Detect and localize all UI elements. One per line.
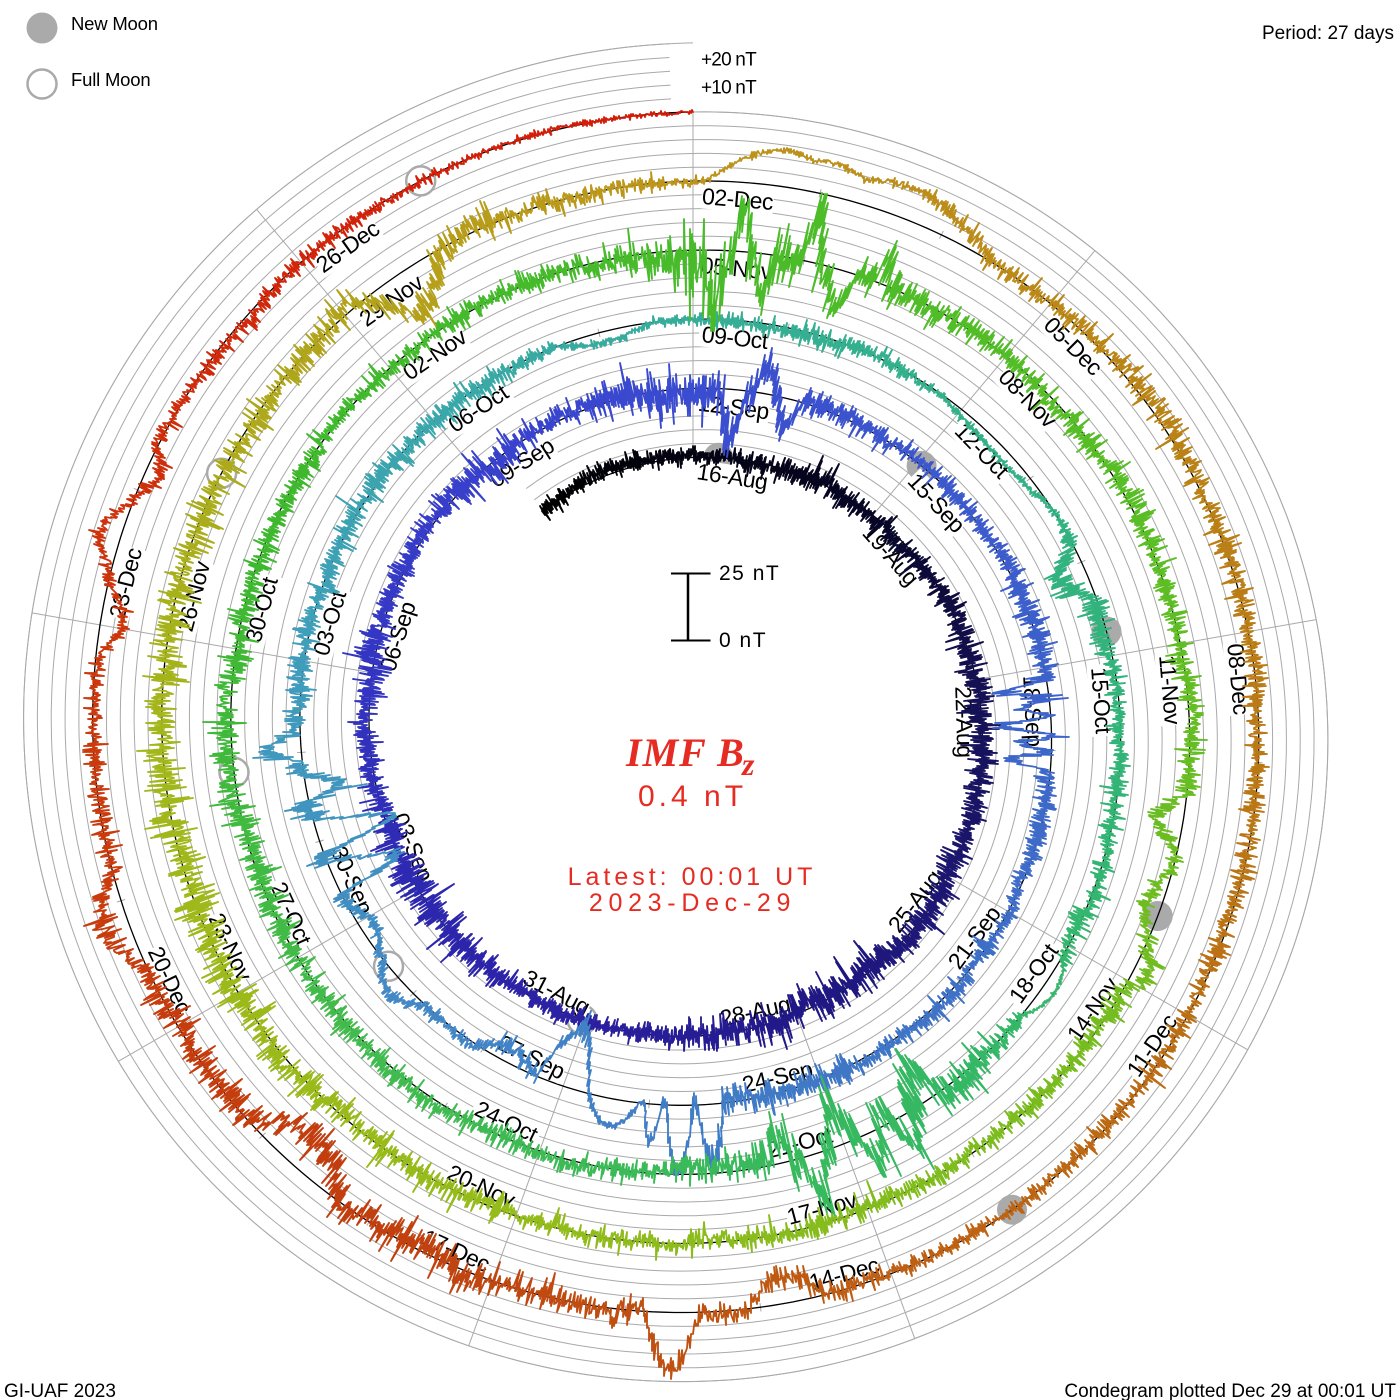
svg-text:0.4 nT: 0.4 nT xyxy=(638,780,747,813)
svg-text:+20 nT: +20 nT xyxy=(701,50,757,71)
svg-text:+10 nT: +10 nT xyxy=(701,78,757,99)
svg-text:New Moon: New Moon xyxy=(71,13,158,34)
svg-text:0 nT: 0 nT xyxy=(719,629,767,652)
svg-text:Period: 27 days: Period: 27 days xyxy=(1262,23,1394,44)
svg-text:GI-UAF 2023: GI-UAF 2023 xyxy=(4,1381,116,1400)
svg-text:Latest: 00:01 UT: Latest: 00:01 UT xyxy=(568,863,817,891)
svg-text:Condegram plotted Dec 29 at 00: Condegram plotted Dec 29 at 00:01 UT xyxy=(1064,1381,1396,1400)
svg-text:IMF B: IMF B xyxy=(625,730,745,775)
svg-text:Full Moon: Full Moon xyxy=(71,69,150,90)
svg-text:02-Dec: 02-Dec xyxy=(701,183,774,215)
svg-text:z: z xyxy=(741,746,755,782)
svg-text:25 nT: 25 nT xyxy=(719,562,780,585)
svg-text:2023-Dec-29: 2023-Dec-29 xyxy=(589,889,796,917)
